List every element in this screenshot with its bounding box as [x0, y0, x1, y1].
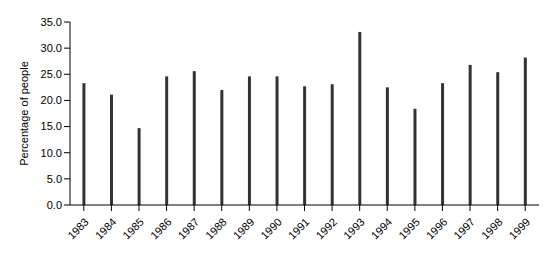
svg-text:1984: 1984	[93, 216, 119, 242]
svg-text:1999: 1999	[506, 216, 532, 242]
svg-text:1983: 1983	[65, 216, 91, 242]
svg-text:0.0: 0.0	[47, 199, 62, 211]
svg-text:25.0: 25.0	[41, 68, 62, 80]
svg-text:1989: 1989	[231, 216, 257, 242]
svg-text:1985: 1985	[120, 216, 146, 242]
svg-text:1986: 1986	[148, 216, 174, 242]
svg-text:1991: 1991	[286, 216, 312, 242]
svg-text:1998: 1998	[479, 216, 505, 242]
svg-text:Percentage of people: Percentage of people	[18, 61, 30, 166]
svg-text:20.0: 20.0	[41, 94, 62, 106]
svg-text:1988: 1988	[203, 216, 229, 242]
svg-text:5.0: 5.0	[47, 173, 62, 185]
svg-text:1995: 1995	[396, 216, 422, 242]
svg-text:1987: 1987	[175, 216, 201, 242]
svg-text:35.0: 35.0	[41, 16, 62, 28]
svg-text:1996: 1996	[424, 216, 450, 242]
svg-text:15.0: 15.0	[41, 120, 62, 132]
svg-text:1990: 1990	[258, 216, 284, 242]
svg-text:10.0: 10.0	[41, 147, 62, 159]
svg-text:1997: 1997	[451, 216, 477, 242]
svg-text:1994: 1994	[369, 216, 395, 242]
svg-text:1992: 1992	[313, 216, 339, 242]
svg-text:30.0: 30.0	[41, 42, 62, 54]
svg-text:1993: 1993	[341, 216, 367, 242]
